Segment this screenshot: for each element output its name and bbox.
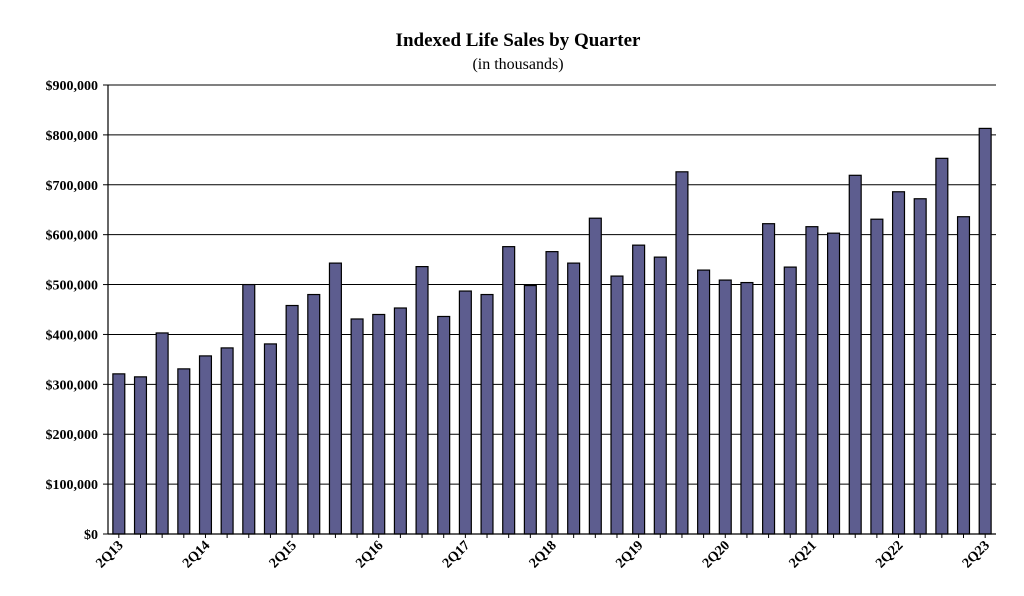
y-tick-label: $200,000 (46, 428, 99, 443)
x-tick-label: 2Q14 (180, 538, 213, 571)
bar-4q17 (502, 246, 516, 535)
x-tick-label: 2Q21 (787, 538, 820, 571)
bar-1q17 (437, 315, 451, 535)
bar-4q16 (415, 266, 429, 535)
bar-1q18 (523, 284, 537, 535)
axes (107, 85, 996, 538)
x-tick-label: 2Q20 (700, 538, 733, 571)
bar-3q20 (740, 281, 754, 535)
bar-4q19 (675, 171, 689, 535)
bar-1q20 (697, 269, 711, 535)
x-tick-label: 2Q19 (613, 538, 646, 571)
bar-1q19 (610, 275, 624, 535)
y-tick-label: $100,000 (46, 478, 99, 493)
bar-2q16 (372, 313, 386, 535)
bar-1q14 (177, 368, 191, 535)
chart-title: Indexed Life Sales by Quarter (395, 30, 641, 51)
y-tick-label: $900,000 (46, 79, 99, 94)
bar-3q21 (826, 232, 841, 535)
bars (112, 127, 992, 535)
bar-1q21 (783, 266, 797, 535)
y-tick-label: $500,000 (46, 279, 99, 294)
chart-subtitle: (in thousands) (472, 56, 564, 73)
bar-1q16 (350, 318, 364, 535)
x-tick-label: 2Q15 (267, 538, 300, 571)
bar-3q14 (220, 347, 234, 535)
bar-3q22 (913, 198, 927, 535)
y-tick-label: $300,000 (46, 378, 99, 393)
bar-3q17 (480, 293, 494, 535)
bar-2q18 (545, 251, 559, 535)
bar-3q18 (567, 262, 581, 535)
bar-4q15 (328, 262, 342, 535)
x-tick-label: 2Q13 (94, 538, 127, 571)
bar-4q18 (588, 217, 602, 535)
bar-4q20 (762, 223, 776, 535)
bar-2q19 (632, 244, 646, 535)
bar-1q23 (956, 216, 971, 535)
bar-2q13 (112, 373, 126, 535)
y-tick-label: $0 (84, 528, 98, 543)
bar-2q15 (285, 304, 299, 535)
bar-2q21 (805, 226, 819, 535)
x-tick-label: 2Q22 (873, 538, 906, 571)
y-tick-label: $800,000 (46, 129, 99, 144)
y-tick-label: $700,000 (46, 179, 99, 194)
bar-4q22 (935, 157, 949, 535)
x-tick-label: 2Q23 (960, 538, 993, 571)
bar-3q15 (307, 293, 321, 535)
bar-1q15 (263, 343, 277, 535)
x-tick-label: 2Q16 (353, 538, 386, 571)
bar-2q17 (458, 290, 472, 535)
bar-3q19 (653, 256, 667, 535)
bar-2q23 (978, 127, 992, 535)
bar-4q13 (155, 332, 169, 535)
y-axis-tick-labels: $0 $100,000 $200,000 $300,000 $400,000 $500,0… (46, 79, 99, 543)
bar-3q13 (133, 376, 148, 535)
bar-1q22 (870, 218, 884, 535)
y-tick-label: $600,000 (46, 229, 99, 244)
bar-2q20 (718, 279, 732, 535)
y-tick-label: $400,000 (46, 328, 99, 343)
bar-2q14 (198, 355, 213, 535)
bar-4q21 (848, 174, 862, 535)
x-axis-tick-labels: 2Q13 2Q14 2Q15 2Q16 2Q17 2Q18 2Q19 2Q20 2Q21 2Q22… (94, 538, 993, 571)
x-tick-label: 2Q18 (527, 538, 560, 571)
bar-3q16 (393, 307, 407, 535)
bar-2q22 (891, 191, 906, 535)
bar-4q14 (242, 283, 256, 535)
x-tick-label: 2Q17 (440, 538, 473, 571)
